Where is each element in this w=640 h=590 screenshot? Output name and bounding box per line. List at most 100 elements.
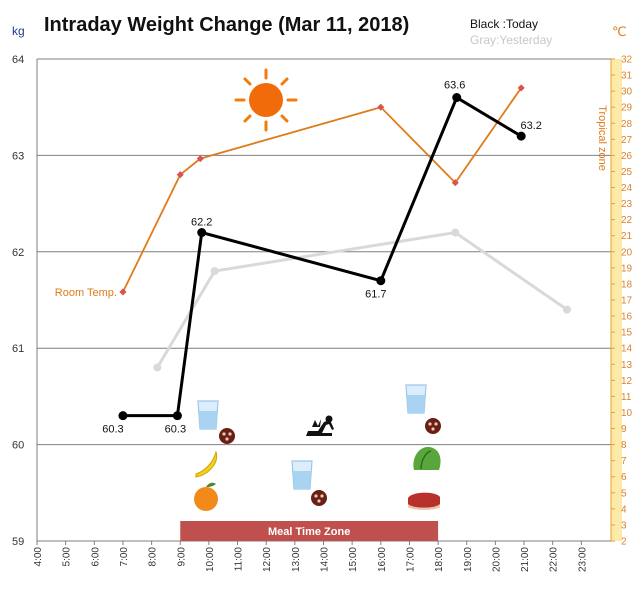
x-tick-label: 18:00 [434, 547, 445, 572]
y2-tick-label: 12 [621, 376, 633, 387]
today-point [197, 228, 207, 238]
legend-yesterday: Gray:Yesterday [470, 33, 553, 47]
y2-tick-label: 22 [621, 215, 633, 226]
x-tick-label: 5:00 [62, 547, 73, 567]
y2-tick-label: 28 [621, 119, 633, 130]
today-point [516, 131, 526, 141]
sun-icon [234, 68, 298, 132]
x-tick-label: 20:00 [491, 547, 502, 572]
today-data-label: 60.3 [165, 424, 186, 436]
room-temp-point [196, 155, 204, 163]
y2-tick-label: 14 [621, 344, 633, 355]
y2-tick-label: 29 [621, 103, 633, 114]
today-point [118, 411, 128, 421]
y2-tick-label: 24 [621, 183, 633, 194]
pills-icon [219, 428, 235, 444]
x-tick-label: 7:00 [119, 547, 130, 567]
y2-tick-label: 30 [621, 87, 633, 98]
temperature-axis-band [611, 59, 622, 541]
y2-tick-label: 13 [621, 360, 633, 371]
x-tick-label: 12:00 [262, 547, 273, 572]
y2-tick-label: 9 [621, 424, 627, 435]
y2-tick-label: 10 [621, 408, 633, 419]
exercise-icon [306, 415, 334, 436]
yesterday-point [153, 363, 162, 372]
today-data-label: 60.3 [102, 424, 123, 436]
y2-tick-label: 4 [621, 504, 627, 515]
y2-tick-label: 8 [621, 440, 627, 451]
y2-tick-label: 6 [621, 472, 627, 483]
x-tick-label: 9:00 [176, 547, 187, 567]
today-data-label: 63.6 [444, 80, 465, 92]
y2-tick-label: 31 [621, 71, 633, 82]
room-temp-line [122, 87, 522, 293]
orange-icon [194, 482, 218, 511]
y2-tick-label: 32 [621, 55, 633, 66]
x-tick-label: 21:00 [520, 547, 531, 572]
y2-tick-label: 19 [621, 263, 633, 274]
yesterday-point [563, 305, 572, 314]
legend-today: Black :Today [470, 17, 539, 31]
y2-tick-label: 25 [621, 167, 633, 178]
y-tick-label: 62 [12, 247, 24, 259]
y2-tick-label: 26 [621, 151, 633, 162]
y2-tick-label: 17 [621, 296, 633, 307]
x-tick-label: 10:00 [205, 547, 216, 572]
y-tick-label: 59 [12, 536, 24, 548]
x-tick-label: 13:00 [291, 547, 302, 572]
meal-time-zone-label: Meal Time Zone [268, 526, 350, 538]
grid-lines [37, 58, 611, 446]
room-temp-label: Room Temp. [55, 287, 117, 299]
pills-icon [311, 490, 327, 506]
x-tick-label: 14:00 [320, 547, 331, 572]
x-tick-label: 11:00 [234, 547, 245, 572]
yesterday-point [451, 228, 460, 237]
today-point [376, 276, 386, 286]
room-temp-point [451, 179, 459, 187]
y2-tick-label: 18 [621, 279, 633, 290]
water-glass-icon [197, 400, 219, 430]
y2-tick-label: 3 [621, 520, 627, 531]
y-tick-label: 64 [12, 54, 24, 66]
today-line [122, 95, 522, 418]
meal-time-zone-band [180, 521, 439, 541]
x-tick-label: 16:00 [377, 547, 388, 572]
y2-tick-label: 20 [621, 247, 633, 258]
y2-tick-label: 7 [621, 456, 627, 467]
x-tick-label: 4:00 [33, 547, 44, 567]
x-tick-label: 22:00 [549, 547, 560, 572]
x-tick-label: 6:00 [90, 547, 101, 567]
lettuce-icon [413, 446, 441, 470]
y2-tick-label: 2 [621, 537, 627, 548]
y-tick-label: 61 [12, 343, 24, 355]
x-tick-label: 23:00 [577, 547, 588, 572]
room-temp-point [176, 171, 184, 179]
tropical-zone-label: Tropical zone [596, 105, 608, 171]
y2-tick-label: 23 [621, 199, 633, 210]
x-tick-label: 15:00 [348, 547, 359, 572]
y-tick-label: 63 [12, 150, 24, 162]
today-data-label: 63.2 [520, 120, 541, 132]
legend: Black :Today Gray:Yesterday [470, 16, 552, 48]
chart-title: Intraday Weight Change (Mar 11, 2018) [44, 14, 410, 36]
y2-tick-label: 11 [621, 392, 632, 403]
y2-tick-label: 16 [621, 312, 633, 323]
y2-tick-label: 21 [621, 231, 633, 242]
today-point [452, 93, 462, 103]
banana-icon [195, 450, 218, 478]
x-tick-label: 8:00 [148, 547, 159, 567]
water-glass-icon [405, 384, 427, 414]
steak-icon [408, 492, 440, 510]
room-temp-point [377, 103, 385, 111]
right-axis-unit: ℃ [612, 24, 627, 39]
today-data-label: 61.7 [365, 289, 386, 301]
x-tick-label: 19:00 [463, 547, 474, 572]
yesterday-point [210, 267, 219, 276]
water-glass-icon [291, 460, 313, 490]
x-tick-label: 17:00 [405, 547, 416, 572]
y2-tick-label: 27 [621, 135, 633, 146]
pills-icon [425, 418, 441, 434]
room-temp-point [517, 84, 525, 92]
y-tick-label: 60 [12, 440, 24, 452]
